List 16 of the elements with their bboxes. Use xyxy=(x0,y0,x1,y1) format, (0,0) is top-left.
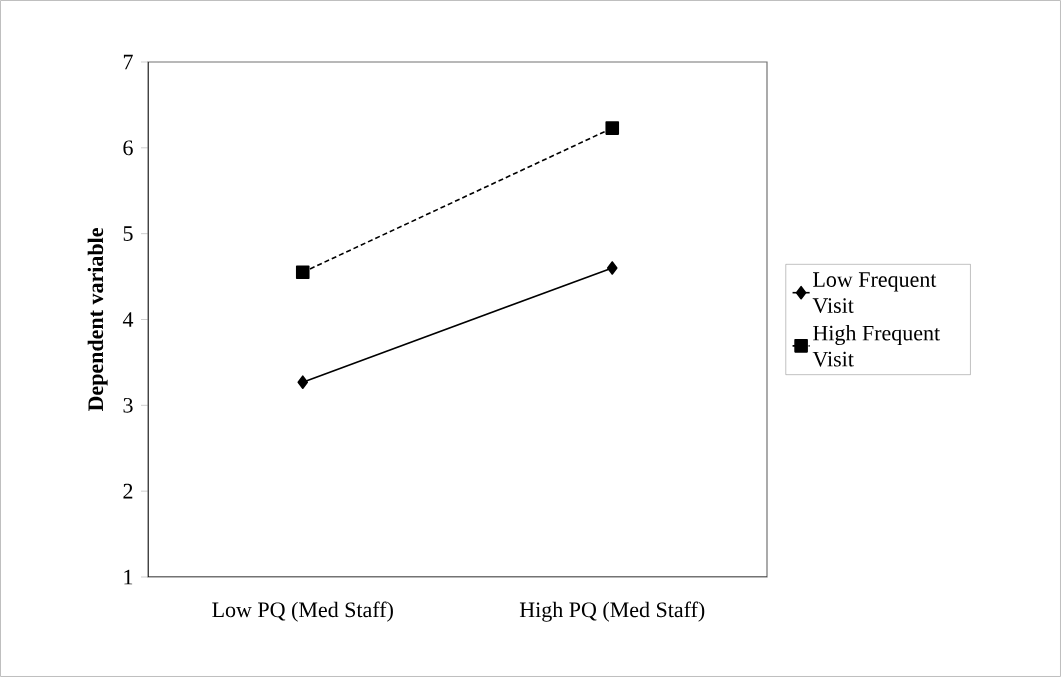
y-tick-label: 3 xyxy=(123,397,133,413)
y-tick-label: 6 xyxy=(123,140,133,156)
y-tick-label: 4 xyxy=(122,312,134,327)
legend-label: High Frequent Visit xyxy=(812,325,941,367)
y-tick-label: 7 xyxy=(123,54,133,70)
y-axis-title: Dependent variable xyxy=(87,228,108,412)
x-tick-label: High PQ (Med Staff) xyxy=(519,601,705,622)
y-tick-label: 1 xyxy=(124,569,133,585)
point xyxy=(295,265,310,280)
x-tick-label: Low PQ (Med Staff) xyxy=(212,601,393,622)
legend-label: Low Frequent Visit xyxy=(812,272,937,314)
y-tick-label: 5 xyxy=(123,226,133,241)
point xyxy=(605,121,620,135)
y-tick-label: 2 xyxy=(123,483,133,499)
point xyxy=(606,261,618,275)
point xyxy=(297,375,309,389)
